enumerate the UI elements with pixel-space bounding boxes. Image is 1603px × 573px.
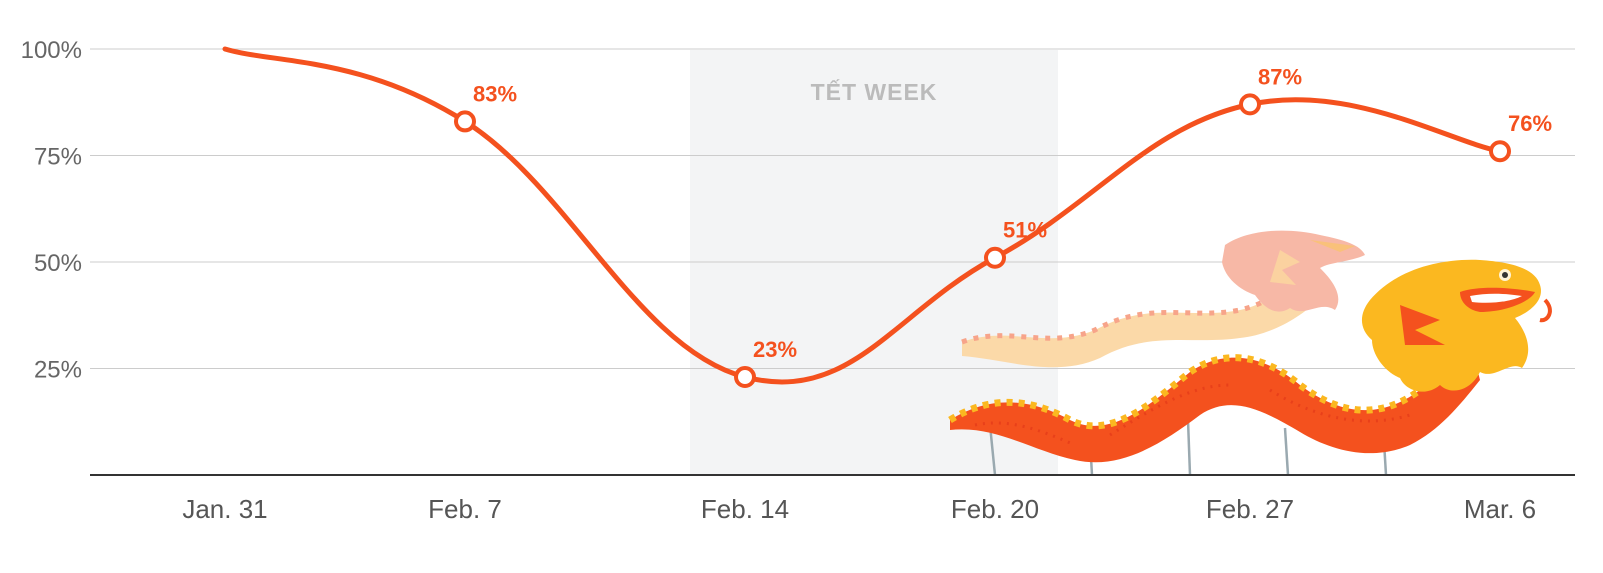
pale-dragon-head [1222,230,1365,312]
gridlines [90,48,1575,369]
pale-dragon-body [962,270,1318,368]
data-labels: 83% 23% 51% 87% 76% [473,64,1552,362]
data-label: 51% [1003,218,1047,243]
x-tick-label: Feb. 27 [1206,494,1294,524]
y-tick-label: 75% [34,144,82,171]
y-tick-label: 100% [21,37,82,64]
x-tick-label: Mar. 6 [1464,494,1536,524]
x-tick-label: Jan. 31 [182,494,267,524]
data-point [734,366,756,389]
data-points [454,93,1511,389]
data-label: 83% [473,81,517,106]
data-point [454,110,476,133]
red-dragon-body [950,340,1480,463]
series-line [222,46,1503,385]
x-tick-label: Feb. 7 [428,494,502,524]
data-point [1239,93,1261,116]
y-axis-ticks: 25% 50% 75% 100% [21,37,82,384]
data-point [984,246,1006,269]
y-tick-label: 50% [34,250,82,277]
data-label: 76% [1508,111,1552,136]
data-label: 23% [753,337,797,362]
yellow-dragon-head [1361,259,1552,392]
data-label: 87% [1258,64,1302,89]
y-tick-label: 25% [34,357,82,384]
x-tick-label: Feb. 14 [701,494,789,524]
dragon-illustration [948,230,1552,476]
x-tick-label: Feb. 20 [951,494,1039,524]
data-point [1489,140,1511,163]
x-axis-ticks: Jan. 31 Feb. 7 Feb. 14 Feb. 20 Feb. 27 Mar. 6 [182,494,1536,524]
tet-week-label: TẾT WEEK [811,78,938,105]
